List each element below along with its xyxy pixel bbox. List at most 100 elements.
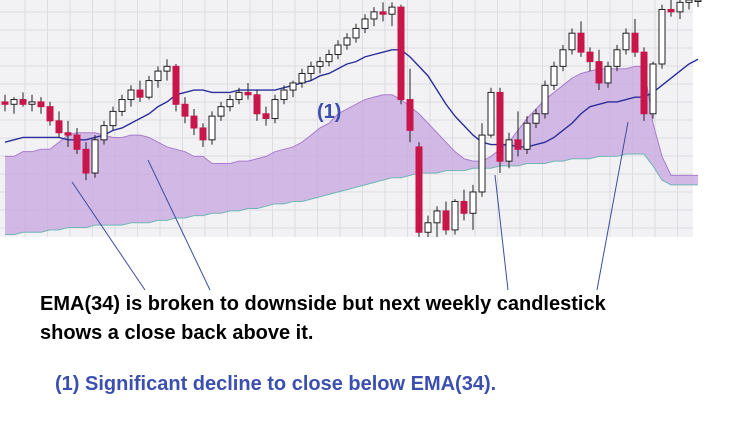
candle-body xyxy=(442,210,450,231)
candle xyxy=(73,127,81,155)
candle-body xyxy=(622,32,630,51)
candle xyxy=(541,80,549,119)
candle-body xyxy=(676,1,684,13)
candle-body xyxy=(424,222,432,233)
candle xyxy=(433,206,441,237)
candle-body xyxy=(505,139,513,162)
candle xyxy=(334,40,342,60)
candle xyxy=(487,87,495,138)
candle-body xyxy=(694,0,702,2)
candle xyxy=(217,101,225,121)
candle-body xyxy=(658,8,666,65)
candle xyxy=(505,132,513,169)
candle-body xyxy=(361,18,369,29)
candle-body xyxy=(550,65,558,86)
candle-body xyxy=(118,99,126,112)
candle-body xyxy=(370,11,378,20)
candle-body xyxy=(217,106,225,117)
candle xyxy=(172,63,180,112)
candle-body xyxy=(640,51,648,115)
candle-body xyxy=(559,49,567,67)
candle-body xyxy=(28,101,36,105)
candle-body xyxy=(64,132,72,136)
candle-body xyxy=(190,115,198,129)
candle xyxy=(514,111,522,157)
candle xyxy=(190,109,198,136)
candle-body xyxy=(136,89,144,98)
candle xyxy=(109,106,117,131)
candle-body xyxy=(451,200,459,231)
label-1-on-chart: (1) xyxy=(317,101,341,123)
candle-body xyxy=(532,113,540,124)
candle xyxy=(478,123,486,197)
candle xyxy=(343,33,351,50)
candle-body xyxy=(235,91,243,101)
ema-34-path xyxy=(4,49,699,148)
annotation-pointer-lines xyxy=(71,121,629,291)
candle xyxy=(280,85,288,105)
candle-body xyxy=(460,200,468,214)
candle xyxy=(118,94,126,117)
candle-body xyxy=(469,191,477,214)
candle-body xyxy=(541,84,549,115)
candle xyxy=(577,21,585,57)
ema-34-line xyxy=(4,49,699,148)
cloud-fill xyxy=(5,66,698,235)
annotation-ema-break-line2: shows a close back above it. xyxy=(40,322,314,344)
candle xyxy=(469,184,477,230)
candle-body xyxy=(343,37,351,46)
candle xyxy=(199,123,207,147)
candle xyxy=(352,23,360,43)
candle xyxy=(208,111,216,145)
candle xyxy=(253,90,261,121)
candle xyxy=(361,14,369,34)
candle-body xyxy=(379,11,387,15)
candle-body xyxy=(388,6,396,15)
candle-body xyxy=(487,91,495,136)
candle-body xyxy=(298,72,306,84)
candle xyxy=(307,61,315,81)
candle-body xyxy=(91,139,99,174)
candle xyxy=(1,94,9,112)
candle-body xyxy=(613,49,621,67)
candle-body xyxy=(208,115,216,141)
candle-body xyxy=(649,63,657,115)
candle-body xyxy=(397,6,405,101)
candle xyxy=(658,4,666,69)
candle-body xyxy=(1,101,9,105)
candle xyxy=(100,120,108,145)
candle xyxy=(631,18,639,57)
candle xyxy=(604,61,612,88)
candle xyxy=(55,111,63,138)
candle-body xyxy=(82,148,90,174)
candle xyxy=(370,7,378,27)
candle xyxy=(181,97,189,124)
candle xyxy=(226,94,234,112)
annotation-ema-break: EMA(34) is broken to downside but next w… xyxy=(40,290,740,348)
candle-body xyxy=(433,210,441,224)
candle xyxy=(136,80,144,102)
candle xyxy=(388,2,396,27)
candle xyxy=(10,97,18,114)
pointer-line-1 xyxy=(71,181,146,291)
annotation-ema-break-line1: EMA(34) is broken to downside but next w… xyxy=(40,293,606,315)
candle-body xyxy=(271,99,279,119)
candle xyxy=(676,0,684,19)
candle xyxy=(586,47,594,72)
candle-body xyxy=(127,89,135,101)
candle-body xyxy=(496,91,504,162)
candle-body xyxy=(325,54,333,63)
candle-body xyxy=(352,27,360,39)
candle xyxy=(19,92,27,107)
candle xyxy=(496,87,504,174)
candle xyxy=(568,28,576,55)
annotation-significant-decline: (1) Significant decline to close below E… xyxy=(55,373,497,395)
pointer-line-2 xyxy=(147,159,211,291)
cloud-span-a-line xyxy=(5,65,698,176)
candle xyxy=(28,94,36,112)
candle-body xyxy=(154,70,162,82)
candle xyxy=(685,0,693,10)
candle-body xyxy=(145,80,153,98)
candle-body xyxy=(289,82,297,91)
